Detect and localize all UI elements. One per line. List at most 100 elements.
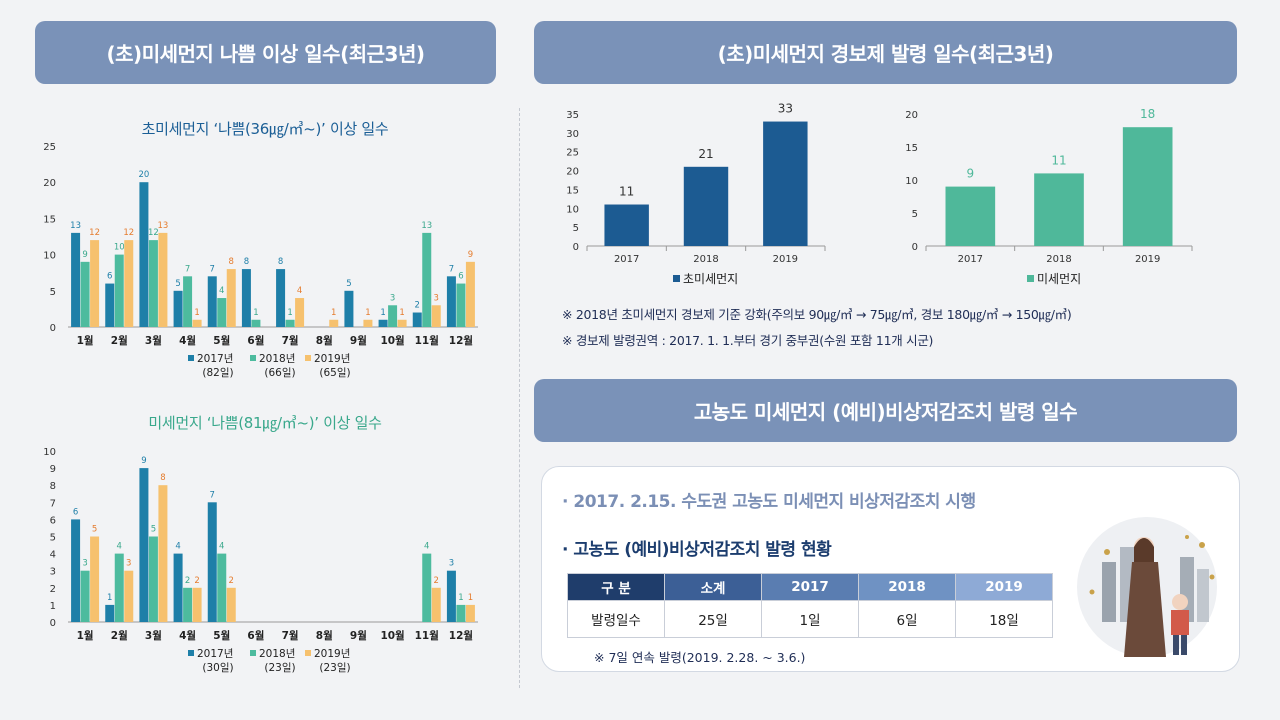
bar-value-label: 3	[390, 293, 395, 303]
bar	[183, 587, 193, 622]
bar	[80, 570, 90, 622]
bar-value-label: 4	[219, 286, 224, 296]
alarm-note-2: ※ 경보제 발령권역 : 2017. 1. 1.부터 경기 중부권(수원 포함 …	[562, 333, 934, 348]
bar	[173, 290, 183, 327]
legend-swatch	[188, 650, 194, 656]
table-header-cell: 2019	[955, 573, 1053, 601]
bar-value-label: 12	[148, 228, 159, 238]
bar	[1034, 173, 1084, 246]
pm10-alarm-chart: 0 5 10 15 20 9 2017 11 2018 18 2019 미세먼지	[905, 107, 1193, 286]
x-tick-label: 4월	[179, 334, 196, 347]
x-tick-label: 1월	[77, 334, 94, 347]
x-tick-label: 7월	[282, 629, 299, 642]
y-tick-label: 20	[905, 110, 918, 121]
bar-value-label: 10	[114, 243, 125, 253]
bar	[192, 319, 202, 327]
table-cell: 1일	[761, 600, 859, 638]
pm10-chart-title: 미세먼지 ‘나쁨(81㎍/㎥~)’ 이상 일수	[148, 414, 382, 432]
bar	[148, 536, 158, 622]
bar-value-label: 5	[92, 525, 97, 535]
bar-value-label: 8	[229, 257, 234, 267]
bar	[226, 587, 236, 622]
emergency-banner: 고농도 미세먼지 (예비)비상저감조치 발령 일수	[534, 379, 1237, 442]
bar	[378, 319, 388, 327]
bar-value-label: 9	[141, 456, 146, 466]
y-tick-label: 1	[50, 601, 56, 612]
bar-value-label: 8	[244, 257, 249, 267]
bar-value-label: 1	[468, 593, 473, 603]
bar	[148, 240, 158, 327]
bar	[276, 269, 286, 327]
legend-label: 2018년	[259, 353, 295, 365]
x-tick-label: 9월	[350, 334, 367, 347]
x-tick-label: 2017	[958, 254, 983, 265]
x-tick-label: 10월	[380, 334, 404, 347]
y-tick-label: 15	[566, 185, 579, 196]
x-tick-label: 12월	[449, 629, 473, 642]
bar-value-label: 5	[175, 279, 180, 289]
x-tick-label: 5월	[213, 334, 230, 347]
x-tick-label: 11월	[415, 334, 439, 347]
x-tick-label: 3월	[145, 334, 162, 347]
bar	[446, 276, 456, 327]
x-tick-label: 8월	[316, 629, 333, 642]
y-tick-label: 6	[50, 515, 56, 526]
bar-value-label: 11	[619, 185, 634, 199]
bar	[124, 240, 134, 327]
x-tick-label: 3월	[145, 629, 162, 642]
table-cell: 18일	[955, 600, 1053, 638]
bar-value-label: 6	[458, 272, 463, 282]
pm25-alarm-chart: 0 5 10 15 20 25 30 35 11 2017 21 2018 33 2019 초미세먼지	[566, 102, 826, 286]
y-tick-label: 10	[43, 251, 56, 262]
bar-value-label: 3	[126, 559, 131, 569]
x-tick-label: 9월	[350, 629, 367, 642]
bar	[945, 186, 996, 246]
bar-value-label: 2	[434, 576, 439, 586]
legend-label: 2019년	[314, 353, 350, 365]
legend-label: 2018년	[259, 648, 295, 660]
x-tick-label: 6월	[247, 334, 264, 347]
bar-value-label: 2	[229, 576, 234, 586]
bar-value-label: 7	[185, 264, 190, 274]
y-tick-label: 5	[912, 209, 918, 220]
bar	[465, 261, 475, 327]
bar	[124, 570, 134, 622]
x-tick-label: 11월	[415, 629, 439, 642]
bar	[422, 553, 432, 622]
y-tick-label: 8	[50, 481, 56, 492]
bar-value-label: 3	[82, 559, 87, 569]
y-tick-label: 25	[43, 142, 56, 153]
legend-total: (66일)	[264, 366, 295, 379]
y-tick-label: 35	[566, 110, 579, 121]
legend-swatch	[188, 355, 194, 361]
bar-value-label: 3	[434, 293, 439, 303]
y-tick-label: 5	[50, 287, 56, 298]
table-header-cell: 소계	[664, 573, 762, 601]
bar-value-label: 1	[194, 308, 199, 318]
bar-value-label: 7	[210, 264, 215, 274]
y-tick-label: 3	[50, 567, 56, 578]
y-tick-label: 5	[573, 223, 579, 234]
bar	[105, 604, 115, 622]
bar	[683, 166, 729, 246]
alarm-note-1: ※ 2018년 초미세먼지 경보제 기준 강화(주의보 90㎍/㎥ → 75㎍/…	[562, 307, 1072, 322]
section-divider	[519, 108, 520, 688]
pm25-chart-title: 초미세먼지 ‘나쁨(36㎍/㎥~)’ 이상 일수	[141, 120, 389, 138]
bar	[71, 519, 81, 622]
x-tick-label: 2월	[111, 629, 128, 642]
bar-value-label: 4	[297, 286, 302, 296]
bar-value-label: 1	[287, 308, 292, 318]
bar	[431, 587, 441, 622]
legend-swatch	[305, 355, 311, 361]
bar-value-label: 9	[967, 167, 975, 181]
bar-value-label: 4	[117, 542, 122, 552]
bar	[241, 269, 251, 327]
bar-value-label: 1	[380, 308, 385, 318]
bar-value-label: 1	[458, 593, 463, 603]
legend-label: 2019년	[314, 648, 350, 660]
bar	[763, 121, 808, 246]
bar	[207, 276, 217, 327]
bar-value-label: 1	[365, 308, 370, 318]
bar	[207, 502, 217, 622]
table-header-cell: 2017	[761, 573, 859, 601]
